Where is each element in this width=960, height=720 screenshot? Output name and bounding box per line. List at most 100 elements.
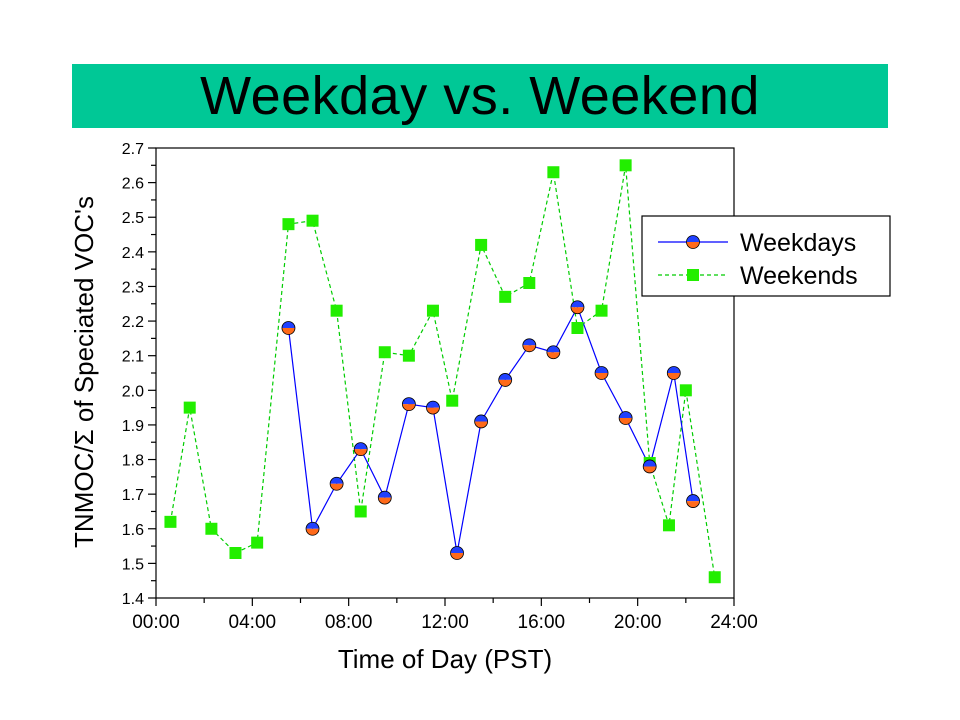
- marker-top-half: [686, 235, 700, 242]
- marker-outline: [686, 235, 700, 249]
- marker-outline: [305, 521, 320, 536]
- weekends-point: [619, 159, 632, 172]
- marker-bottom-half: [450, 553, 464, 560]
- marker-outline: [377, 490, 392, 505]
- y-axis-label: TNMOC/Σ of Speciated VOC's: [69, 196, 99, 548]
- marker-top-half: [522, 338, 536, 346]
- legend: Weekdays Weekends: [641, 215, 891, 297]
- marker-outline: [522, 338, 537, 353]
- marker-top-half: [474, 414, 488, 422]
- title-bar: Weekday vs. Weekend: [72, 64, 888, 128]
- marker-bottom-half: [498, 379, 512, 387]
- weekends-point: [402, 349, 415, 362]
- legend-weekdays-marker: [686, 235, 700, 249]
- marker-top-half: [570, 300, 584, 308]
- weekends-point: [547, 166, 560, 179]
- marker-outline: [594, 366, 609, 380]
- weekdays-point: [642, 459, 657, 474]
- x-tick-label: 00:00: [132, 612, 180, 633]
- marker-top-half: [354, 442, 368, 450]
- marker-top-half: [643, 459, 657, 467]
- marker-bottom-half: [686, 501, 700, 508]
- weekdays-point: [686, 494, 700, 508]
- x-axis: 00:00 04:00 08:00 12:00 16:00 20:00 24:00: [132, 598, 758, 633]
- y-tick-label: 1.6: [122, 522, 144, 539]
- weekdays-point: [498, 373, 513, 387]
- y-tick-label: 1.4: [122, 591, 144, 608]
- y-tick-label: 2.5: [122, 210, 144, 227]
- marker-outline: [570, 300, 585, 315]
- marker-outline: [618, 411, 633, 425]
- weekdays-series-line: [287, 305, 694, 554]
- weekdays-point: [401, 397, 416, 412]
- y-tick-label: 2.1: [122, 349, 144, 366]
- weekends-point: [229, 547, 242, 559]
- weekends-point: [662, 519, 675, 532]
- y-tick-label: 1.5: [122, 556, 144, 573]
- weekdays-point: [666, 366, 681, 380]
- weekends-point: [205, 522, 218, 535]
- marker-top-half: [378, 491, 392, 498]
- weekdays-point: [353, 442, 368, 457]
- x-tick-label: 20:00: [614, 612, 662, 633]
- y-tick-label: 2.3: [122, 279, 144, 296]
- weekdays-point: [281, 321, 296, 335]
- weekdays-point: [686, 235, 700, 249]
- marker-bottom-half: [378, 497, 392, 505]
- marker-top-half: [498, 373, 512, 380]
- weekends-point: [306, 214, 319, 227]
- marker-outline: [666, 366, 681, 380]
- marker-outline: [686, 494, 700, 508]
- y-tick-label: 2.2: [122, 314, 144, 331]
- marker-bottom-half: [402, 404, 416, 411]
- marker-bottom-half: [354, 449, 368, 456]
- marker-bottom-half: [643, 466, 657, 473]
- marker-top-half: [667, 366, 681, 373]
- marker-bottom-half: [570, 307, 584, 314]
- marker-top-half: [306, 522, 320, 529]
- x-tick-label: 12:00: [421, 612, 469, 633]
- marker-outline: [474, 414, 489, 429]
- weekends-point: [595, 304, 608, 317]
- legend-box: [641, 215, 891, 297]
- marker-bottom-half: [686, 242, 700, 249]
- weekends-point: [330, 304, 343, 317]
- weekends-point: [251, 536, 264, 549]
- weekends-point: [282, 218, 295, 231]
- marker-outline: [281, 321, 296, 335]
- marker-top-half: [546, 345, 560, 353]
- x-tick-label: 08:00: [325, 612, 373, 633]
- weekdays-point: [522, 338, 537, 353]
- x-axis-label: Time of Day (PST): [338, 644, 552, 674]
- legend-weekends-marker: [687, 269, 699, 281]
- y-tick-label: 2.0: [122, 383, 144, 400]
- weekends-point: [708, 571, 721, 584]
- marker-bottom-half: [281, 328, 295, 335]
- y-tick-label: 1.7: [122, 487, 144, 504]
- marker-outline: [450, 546, 464, 560]
- weekdays-point: [377, 490, 392, 505]
- marker-outline: [546, 345, 561, 360]
- weekends-point: [679, 384, 692, 397]
- marker-top-half: [426, 401, 440, 408]
- marker-top-half: [450, 546, 464, 553]
- x-tick-label: 16:00: [518, 612, 566, 633]
- weekdays-point: [618, 411, 633, 425]
- marker-top-half: [330, 477, 344, 484]
- marker-bottom-half: [522, 345, 536, 352]
- x-tick-label: 04:00: [229, 612, 277, 633]
- marker-bottom-half: [546, 352, 560, 359]
- weekdays-point: [570, 300, 585, 315]
- marker-top-half: [686, 494, 700, 502]
- marker-outline: [426, 400, 440, 415]
- weekdays-point: [329, 476, 344, 491]
- marker-top-half: [402, 397, 416, 405]
- weekdays-point: [450, 546, 464, 560]
- weekends-point: [499, 290, 512, 303]
- weekdays-point: [594, 366, 609, 380]
- marker-bottom-half: [426, 407, 440, 415]
- marker-bottom-half: [619, 418, 633, 425]
- legend-weekdays-label: Weekdays: [740, 229, 856, 257]
- weekends-point: [426, 304, 439, 317]
